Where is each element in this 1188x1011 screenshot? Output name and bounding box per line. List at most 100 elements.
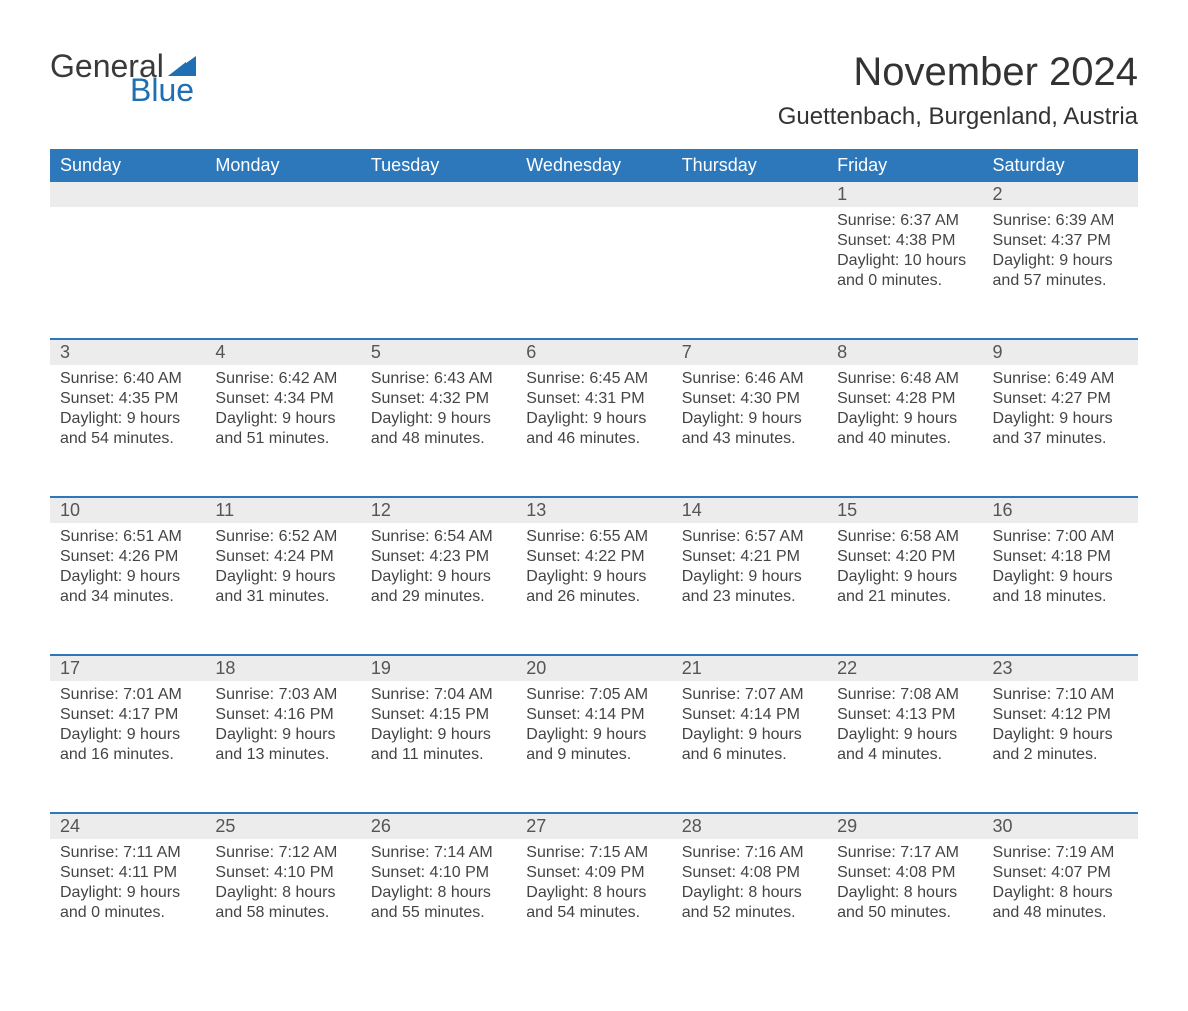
sunrise-text: Sunrise: 7:14 AM xyxy=(371,843,506,863)
day-number-row: 10111213141516 xyxy=(50,498,1138,523)
sunrise-text: Sunrise: 6:48 AM xyxy=(837,369,972,389)
day-number: 12 xyxy=(361,498,516,523)
day-cell xyxy=(205,207,360,339)
sunset-text: Sunset: 4:38 PM xyxy=(837,231,972,251)
sunset-text: Sunset: 4:31 PM xyxy=(526,389,661,409)
sunset-text: Sunset: 4:22 PM xyxy=(526,547,661,567)
day-cell: Sunrise: 6:57 AMSunset: 4:21 PMDaylight:… xyxy=(672,523,827,655)
location: Guettenbach, Burgenland, Austria xyxy=(778,103,1138,131)
day-cell: Sunrise: 7:07 AMSunset: 4:14 PMDaylight:… xyxy=(672,681,827,813)
daylight-text: Daylight: 9 hours xyxy=(993,567,1128,587)
day-cell xyxy=(50,207,205,339)
sunrise-text: Sunrise: 7:11 AM xyxy=(60,843,195,863)
day-number: 20 xyxy=(516,656,671,681)
daylight-text: Daylight: 9 hours xyxy=(682,409,817,429)
daylight-text: Daylight: 9 hours xyxy=(526,409,661,429)
daylight-text: Daylight: 9 hours xyxy=(60,883,195,903)
day-cell: Sunrise: 7:10 AMSunset: 4:12 PMDaylight:… xyxy=(983,681,1138,813)
day-number: 25 xyxy=(205,814,360,839)
weekday-header: Thursday xyxy=(672,149,827,182)
daylight-text: Daylight: 9 hours xyxy=(837,409,972,429)
sunrise-text: Sunrise: 6:43 AM xyxy=(371,369,506,389)
daylight-text: and 26 minutes. xyxy=(526,587,661,607)
sunset-text: Sunset: 4:14 PM xyxy=(682,705,817,725)
daylight-text: Daylight: 9 hours xyxy=(371,409,506,429)
day-number: 2 xyxy=(983,182,1138,207)
daylight-text: and 48 minutes. xyxy=(993,903,1128,923)
brand-logo: General Blue xyxy=(50,50,196,106)
day-number: 10 xyxy=(50,498,205,523)
day-cell: Sunrise: 7:11 AMSunset: 4:11 PMDaylight:… xyxy=(50,839,205,971)
daylight-text: and 57 minutes. xyxy=(993,271,1128,291)
sunrise-text: Sunrise: 7:08 AM xyxy=(837,685,972,705)
brand-word2: Blue xyxy=(130,74,196,106)
sunset-text: Sunset: 4:18 PM xyxy=(993,547,1128,567)
daylight-text: Daylight: 9 hours xyxy=(993,725,1128,745)
day-number xyxy=(361,182,516,207)
daylight-text: and 21 minutes. xyxy=(837,587,972,607)
weekday-header: Wednesday xyxy=(516,149,671,182)
sunset-text: Sunset: 4:37 PM xyxy=(993,231,1128,251)
sunrise-text: Sunrise: 6:46 AM xyxy=(682,369,817,389)
day-cell: Sunrise: 7:12 AMSunset: 4:10 PMDaylight:… xyxy=(205,839,360,971)
day-cell: Sunrise: 7:19 AMSunset: 4:07 PMDaylight:… xyxy=(983,839,1138,971)
day-number: 22 xyxy=(827,656,982,681)
daylight-text: and 50 minutes. xyxy=(837,903,972,923)
sunset-text: Sunset: 4:17 PM xyxy=(60,705,195,725)
daylight-text: and 55 minutes. xyxy=(371,903,506,923)
daylight-text: Daylight: 8 hours xyxy=(837,883,972,903)
sunset-text: Sunset: 4:14 PM xyxy=(526,705,661,725)
day-number: 15 xyxy=(827,498,982,523)
day-number: 11 xyxy=(205,498,360,523)
daylight-text: and 48 minutes. xyxy=(371,429,506,449)
sunrise-text: Sunrise: 6:49 AM xyxy=(993,369,1128,389)
day-cell: Sunrise: 6:46 AMSunset: 4:30 PMDaylight:… xyxy=(672,365,827,497)
day-number: 6 xyxy=(516,340,671,365)
day-cell xyxy=(672,207,827,339)
day-cell: Sunrise: 6:37 AMSunset: 4:38 PMDaylight:… xyxy=(827,207,982,339)
daylight-text: and 6 minutes. xyxy=(682,745,817,765)
daylight-text: Daylight: 9 hours xyxy=(682,567,817,587)
daylight-text: Daylight: 9 hours xyxy=(60,409,195,429)
day-cell: Sunrise: 6:39 AMSunset: 4:37 PMDaylight:… xyxy=(983,207,1138,339)
sunrise-text: Sunrise: 6:52 AM xyxy=(215,527,350,547)
day-cell: Sunrise: 6:54 AMSunset: 4:23 PMDaylight:… xyxy=(361,523,516,655)
day-number: 5 xyxy=(361,340,516,365)
day-number-row: 17181920212223 xyxy=(50,656,1138,681)
sunrise-text: Sunrise: 7:16 AM xyxy=(682,843,817,863)
day-number xyxy=(205,182,360,207)
day-number: 26 xyxy=(361,814,516,839)
sunset-text: Sunset: 4:12 PM xyxy=(993,705,1128,725)
calendar-table: SundayMondayTuesdayWednesdayThursdayFrid… xyxy=(50,149,1138,971)
day-number-row: 3456789 xyxy=(50,340,1138,365)
day-cell: Sunrise: 7:03 AMSunset: 4:16 PMDaylight:… xyxy=(205,681,360,813)
sunset-text: Sunset: 4:27 PM xyxy=(993,389,1128,409)
weekday-header: Friday xyxy=(827,149,982,182)
sunrise-text: Sunrise: 7:19 AM xyxy=(993,843,1128,863)
day-number: 7 xyxy=(672,340,827,365)
daylight-text: Daylight: 9 hours xyxy=(682,725,817,745)
day-number: 16 xyxy=(983,498,1138,523)
daylight-text: Daylight: 9 hours xyxy=(371,567,506,587)
daylight-text: Daylight: 9 hours xyxy=(526,567,661,587)
day-number: 19 xyxy=(361,656,516,681)
daylight-text: Daylight: 8 hours xyxy=(371,883,506,903)
day-number: 30 xyxy=(983,814,1138,839)
daylight-text: and 43 minutes. xyxy=(682,429,817,449)
daylight-text: and 37 minutes. xyxy=(993,429,1128,449)
sunrise-text: Sunrise: 6:39 AM xyxy=(993,211,1128,231)
day-number: 9 xyxy=(983,340,1138,365)
sunrise-text: Sunrise: 7:05 AM xyxy=(526,685,661,705)
sunset-text: Sunset: 4:21 PM xyxy=(682,547,817,567)
sunset-text: Sunset: 4:15 PM xyxy=(371,705,506,725)
sunrise-text: Sunrise: 7:04 AM xyxy=(371,685,506,705)
sunset-text: Sunset: 4:10 PM xyxy=(215,863,350,883)
sunrise-text: Sunrise: 7:07 AM xyxy=(682,685,817,705)
week-row: Sunrise: 6:40 AMSunset: 4:35 PMDaylight:… xyxy=(50,365,1138,497)
sunrise-text: Sunrise: 7:03 AM xyxy=(215,685,350,705)
daylight-text: and 54 minutes. xyxy=(526,903,661,923)
daylight-text: Daylight: 8 hours xyxy=(682,883,817,903)
daylight-text: Daylight: 9 hours xyxy=(837,567,972,587)
sunset-text: Sunset: 4:24 PM xyxy=(215,547,350,567)
weekday-header: Tuesday xyxy=(361,149,516,182)
